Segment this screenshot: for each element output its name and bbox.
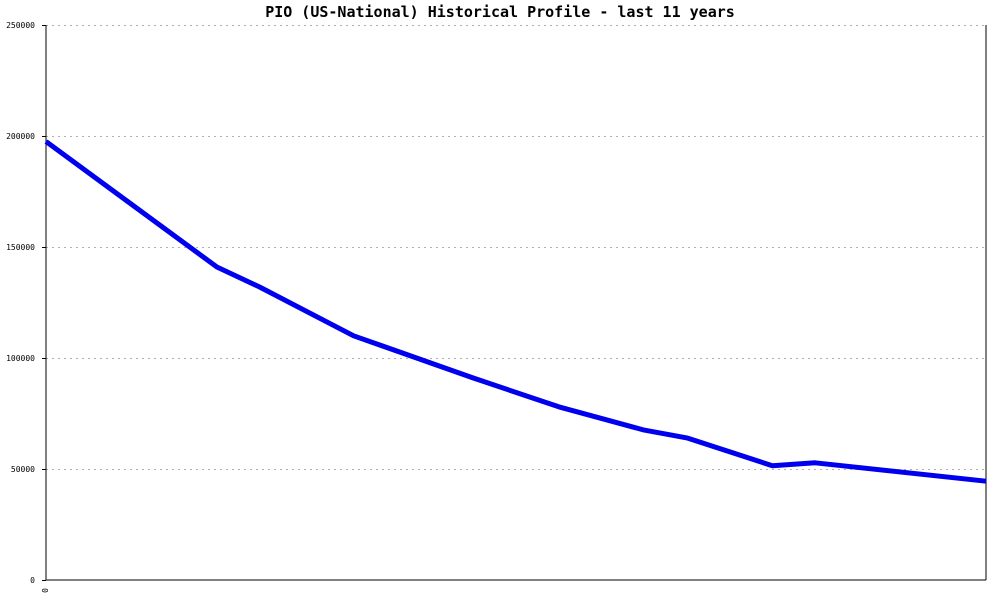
grid-lines (46, 25, 986, 470)
y-tick-label: 200000 (6, 132, 35, 141)
y-tick-label: 100000 (6, 354, 35, 363)
axes (45, 25, 987, 581)
series (44, 139, 987, 484)
y-tick-label: 250000 (6, 21, 35, 30)
y-tick-label: 150000 (6, 243, 35, 252)
series-line (44, 139, 987, 484)
chart-title: PIO (US-National) Historical Profile - l… (265, 3, 735, 21)
y-tick-label: 50000 (11, 465, 35, 474)
y-tick-label: 0 (30, 576, 35, 585)
x-tick-label: 0 (41, 588, 50, 593)
y-tick-labels: 0 50000 100000 150000 200000 250000 (6, 21, 46, 585)
x-tick-labels: 0 (41, 588, 50, 593)
